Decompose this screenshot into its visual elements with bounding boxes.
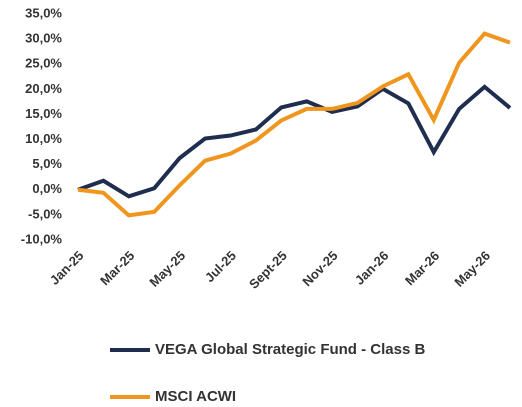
y-tick-label: 10,0%: [25, 131, 62, 146]
x-tick-label: May-25: [146, 248, 188, 290]
x-tick-label: Jan-25: [47, 248, 87, 288]
x-tick-label: Mar-26: [402, 248, 442, 288]
x-tick-label: Nov-25: [299, 248, 340, 289]
y-tick-label: 15,0%: [25, 106, 62, 121]
x-tick-label: Jan-26: [352, 248, 392, 288]
y-tick-label: 30,0%: [25, 31, 62, 46]
x-tick-label: May-26: [451, 248, 493, 290]
y-tick-label: 25,0%: [25, 56, 62, 71]
y-tick-label: 20,0%: [25, 81, 62, 96]
y-tick-label: 35,0%: [25, 5, 62, 20]
x-tick-label: Mar-25: [97, 248, 137, 288]
series-line: [77, 84, 512, 199]
x-tick-label: Sept-25: [246, 248, 290, 292]
y-tick-label: -5,0%: [28, 206, 62, 221]
y-tick-label: 5,0%: [32, 156, 62, 171]
legend-label: MSCI ACWI: [155, 388, 236, 405]
y-tick-label: -10,0%: [21, 231, 63, 246]
series-line: [77, 31, 511, 218]
x-tick-label: Jul-25: [202, 248, 239, 285]
legend-label: VEGA Global Strategic Fund - Class B: [155, 341, 425, 358]
y-tick-label: 0,0%: [32, 181, 62, 196]
